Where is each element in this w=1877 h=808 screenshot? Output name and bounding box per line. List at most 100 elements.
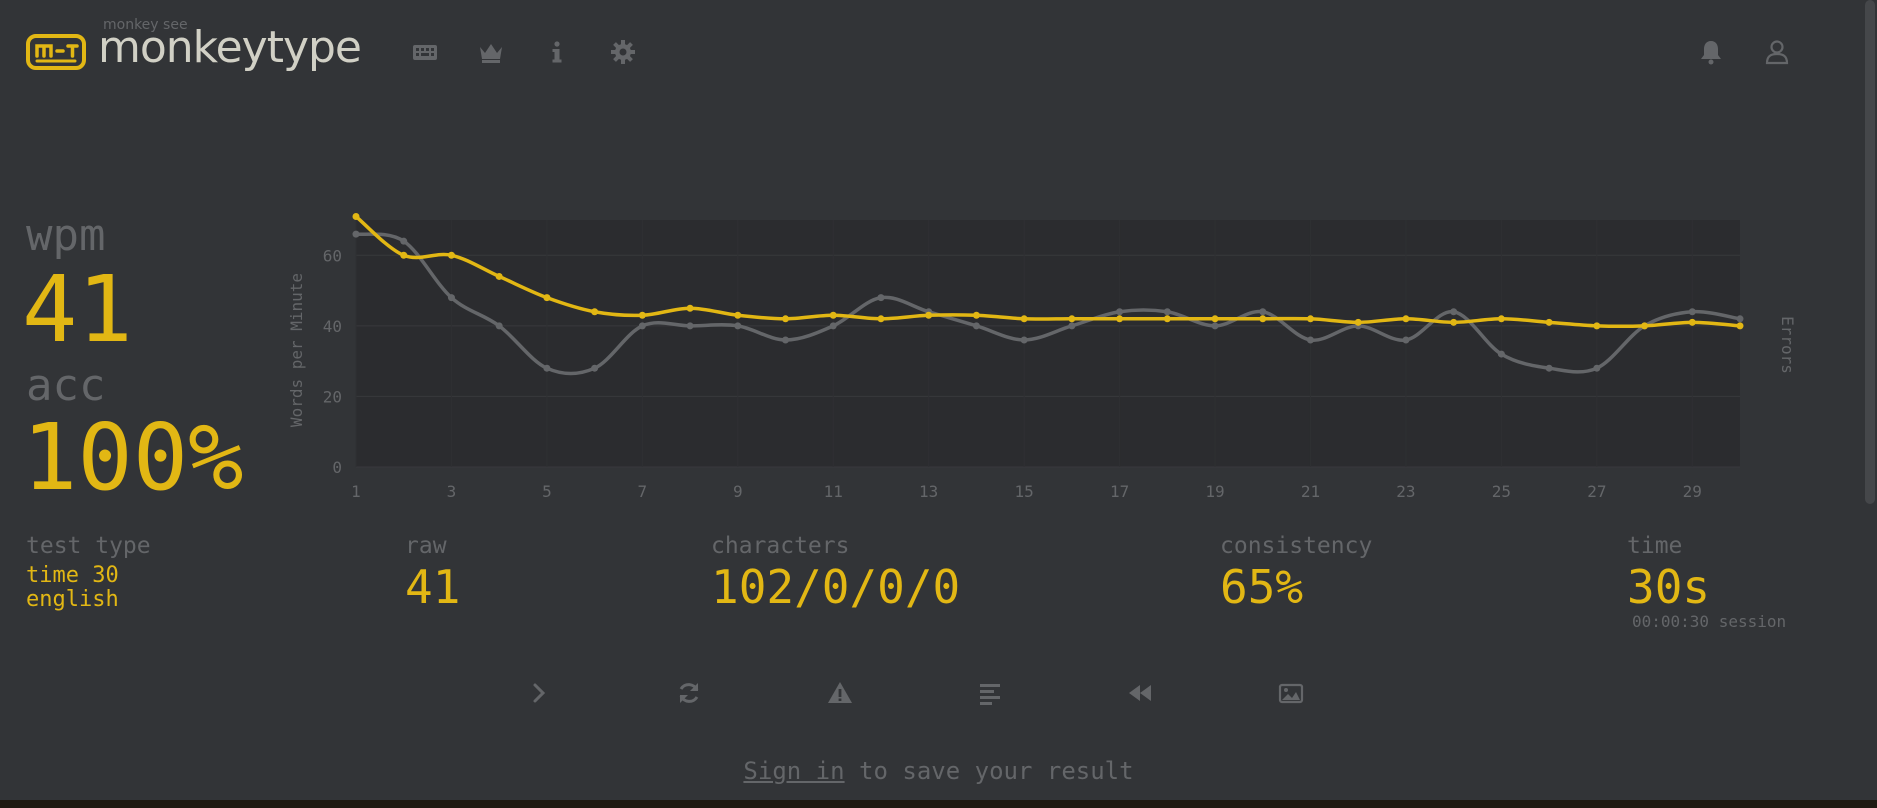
y-tick-label: 40: [323, 317, 342, 336]
raw-point: [638, 322, 646, 330]
raw-point: [352, 230, 360, 238]
y-tick-label: 60: [323, 246, 342, 265]
scrollbar[interactable]: [1865, 0, 1875, 504]
raw-point: [1211, 322, 1219, 330]
raw-point: [447, 294, 455, 302]
bottom-bar: [0, 800, 1877, 808]
x-tick-label: 13: [919, 482, 938, 501]
warning-icon: [828, 682, 852, 703]
raw-point: [1402, 336, 1410, 344]
acc-value: 100%: [22, 404, 244, 511]
brand-name[interactable]: monkeytype: [98, 22, 362, 73]
raw-point: [591, 364, 599, 372]
y-axis-label: Words per Minute: [287, 273, 306, 427]
wpm-point: [1593, 322, 1601, 330]
wpm-point: [829, 311, 837, 319]
raw-series-line: [355, 232, 1741, 376]
wpm-point: [782, 315, 790, 323]
raw-label: raw: [405, 533, 447, 559]
raw-point: [495, 322, 503, 330]
raw-point: [1020, 336, 1028, 344]
raw-point: [734, 322, 742, 330]
wpm-point: [1306, 315, 1314, 323]
characters-label: characters: [711, 533, 850, 559]
raw-point: [1497, 350, 1505, 358]
wpm-point: [1736, 322, 1744, 330]
restart-button[interactable]: [671, 675, 707, 711]
next-test-button[interactable]: [521, 675, 557, 711]
refresh-icon: [679, 683, 699, 703]
session-time: 00:00:30 session: [1632, 612, 1787, 631]
x-tick-label: 23: [1396, 482, 1415, 501]
wpm-point: [972, 311, 980, 319]
test-type-label: test type: [26, 533, 151, 559]
y-tick-label: 0: [332, 458, 342, 477]
raw-point: [686, 322, 694, 330]
x-tick-label: 1: [351, 482, 361, 501]
time-label: time: [1627, 533, 1683, 559]
x-tick-label: 7: [638, 482, 648, 501]
raw-point: [829, 322, 837, 330]
header: monkey see monkeytype: [0, 0, 1877, 104]
report-button[interactable]: [822, 675, 858, 711]
sign-in-link[interactable]: Sign in: [743, 757, 845, 785]
wpm-point: [1545, 318, 1553, 326]
raw-point: [782, 336, 790, 344]
raw-point: [1259, 308, 1267, 316]
wpm-point: [495, 272, 503, 280]
raw-point: [543, 364, 551, 372]
raw-point: [877, 294, 885, 302]
test-type-mode: time 30: [26, 563, 119, 588]
wpm-point: [1163, 315, 1171, 323]
x-tick-label: 9: [733, 482, 743, 501]
gear-icon[interactable]: [609, 38, 637, 66]
screenshot-button[interactable]: [1273, 675, 1309, 711]
raw-point: [1545, 364, 1553, 372]
x-tick-label: 21: [1301, 482, 1320, 501]
plot-area: [356, 220, 1740, 467]
bell-icon[interactable]: [1697, 38, 1725, 66]
backward-icon: [1129, 685, 1151, 701]
wpm-point: [1688, 318, 1696, 326]
wpm-point: [1497, 315, 1505, 323]
wpm-point: [1259, 315, 1267, 323]
brand-tagline: monkey see: [103, 17, 188, 33]
y2-axis-label: Errors: [1778, 316, 1797, 374]
wpm-point: [447, 251, 455, 259]
raw-point: [1593, 364, 1601, 372]
acc-label: acc: [26, 360, 106, 411]
replay-button[interactable]: [1122, 675, 1158, 711]
wpm-point: [638, 311, 646, 319]
raw-point: [1736, 315, 1744, 323]
info-icon[interactable]: [543, 38, 571, 66]
wpm-point: [1354, 318, 1362, 326]
consistency-label: consistency: [1220, 533, 1373, 559]
x-tick-label: 17: [1110, 482, 1129, 501]
sign-in-prompt: Sign in to save your result: [0, 757, 1877, 785]
sign-in-text: to save your result: [844, 757, 1134, 785]
wpm-point: [734, 311, 742, 319]
time-value: 30s: [1627, 560, 1711, 614]
y-tick-label: 20: [323, 387, 342, 406]
crown-icon[interactable]: [477, 38, 505, 66]
wpm-label: wpm: [26, 210, 106, 261]
raw-value: 41: [405, 560, 461, 614]
user-icon[interactable]: [1763, 38, 1791, 66]
x-tick-label: 11: [824, 482, 843, 501]
word-history-button[interactable]: [972, 675, 1008, 711]
x-tick-label: 5: [542, 482, 552, 501]
wpm-point: [1116, 315, 1124, 323]
wpm-point: [1641, 322, 1649, 330]
raw-point: [400, 237, 408, 245]
wpm-point: [686, 304, 694, 312]
keyboard-icon[interactable]: [411, 38, 439, 66]
consistency-value: 65%: [1220, 560, 1304, 614]
wpm-point: [1450, 318, 1458, 326]
wpm-value: 41: [22, 256, 133, 363]
monkeytype-logo-icon[interactable]: [26, 34, 86, 70]
x-tick-label: 29: [1683, 482, 1702, 501]
wpm-point: [352, 212, 360, 220]
wpm-point: [925, 311, 933, 319]
raw-point: [1688, 308, 1696, 316]
